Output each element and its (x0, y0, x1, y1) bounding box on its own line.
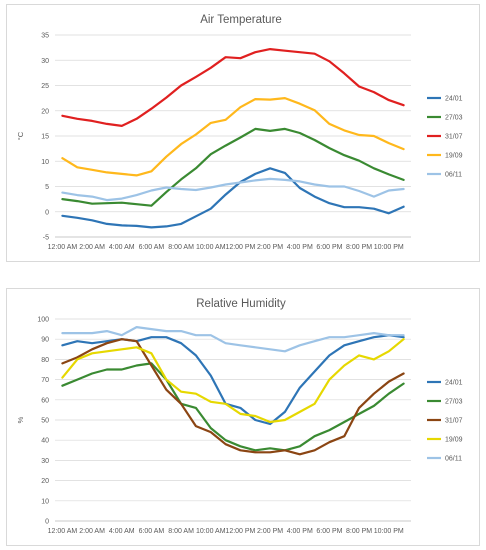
temp-legend-label: 06/11 (445, 172, 462, 179)
air-temperature-chart: Air Temperature -5 0 5 10 15 20 25 30 35 °C 12:00 A… (16, 14, 463, 251)
temp-x-tick-label: 6:00 AM (139, 244, 165, 251)
temp-x-tick-label: 10:00 AM (196, 244, 226, 251)
temp-y-tick-label: 20 (41, 108, 49, 115)
temp-series-line-31-07 (61, 47, 405, 128)
hum-y-tick-label: 50 (41, 418, 49, 425)
hum-y-axis-label: % (16, 416, 25, 423)
hum-legend-label: 31/07 (445, 418, 463, 425)
temp-y-tick-label: -5 (43, 235, 49, 242)
temp-x-tick-label: 2:00 PM (257, 244, 283, 251)
temp-x-tick-label: 10:00 PM (374, 244, 404, 251)
hum-x-tick-label: 2:00 PM (257, 528, 283, 535)
hum-legend-label: 24/01 (445, 380, 463, 387)
hum-y-tick-label: 30 (41, 458, 49, 465)
hum-series-line-06-11 (61, 325, 405, 353)
hum-y-tick-label: 80 (41, 357, 49, 364)
hum-chart-title: Relative Humidity (196, 298, 286, 310)
hum-x-tick-label: 6:00 PM (316, 528, 342, 535)
temp-y-tick-label: 15 (41, 134, 49, 141)
temp-x-tick-label: 8:00 PM (346, 244, 372, 251)
temp-series-line-27-03 (61, 127, 405, 207)
temp-x-tick-label: 4:00 AM (109, 244, 135, 251)
hum-x-tick-label: 12:00 AM (48, 528, 78, 535)
hum-y-tick-label: 0 (45, 519, 49, 526)
temp-y-tick-label: 5 (45, 184, 49, 191)
relative-humidity-chart-panel: Relative Humidity 0 10 20 30 40 50 60 70 80 90 100%… (6, 288, 480, 546)
hum-series-line-27-03 (61, 362, 405, 452)
temp-legend-label: 31/07 (445, 134, 463, 141)
temp-series-line-19-09 (61, 96, 405, 177)
temp-x-tick-label: 12:00 PM (225, 244, 255, 251)
temp-y-tick-label: 0 (45, 209, 49, 216)
hum-y-tick-label: 40 (41, 438, 49, 445)
hum-x-tick-label: 6:00 AM (139, 528, 165, 535)
relative-humidity-chart: Relative Humidity 0 10 20 30 40 50 60 70 80 90 100%… (16, 298, 463, 535)
temp-series-line-06-11 (61, 177, 405, 202)
hum-x-tick-label: 4:00 PM (287, 528, 313, 535)
temp-x-tick-label: 2:00 AM (79, 244, 105, 251)
hum-y-tick-label: 20 (41, 478, 49, 485)
hum-y-tick-label: 90 (41, 337, 49, 344)
temp-y-tick-label: 10 (41, 159, 49, 166)
hum-y-tick-label: 100 (37, 317, 49, 324)
hum-series-line-31-07 (61, 338, 405, 456)
temp-chart-title: Air Temperature (200, 14, 282, 26)
temp-y-tick-label: 35 (41, 33, 49, 40)
temp-y-tick-label: 25 (41, 83, 49, 90)
hum-y-tick-label: 60 (41, 397, 49, 404)
hum-y-tick-label: 70 (41, 377, 49, 384)
air-temperature-chart-panel: Air Temperature -5 0 5 10 15 20 25 30 35 °C 12:00 A… (6, 4, 480, 262)
hum-x-tick-label: 10:00 AM (196, 528, 226, 535)
temp-series-line-24-01 (61, 167, 405, 229)
hum-x-tick-label: 12:00 PM (225, 528, 255, 535)
temp-y-tick-label: 30 (41, 58, 49, 65)
temp-x-tick-label: 6:00 PM (316, 244, 342, 251)
hum-x-tick-label: 4:00 AM (109, 528, 135, 535)
hum-x-tick-label: 2:00 AM (79, 528, 105, 535)
hum-legend-label: 27/03 (445, 399, 463, 406)
temp-legend-label: 24/01 (445, 96, 463, 103)
temp-legend-label: 27/03 (445, 115, 463, 122)
temp-x-tick-label: 8:00 AM (168, 244, 194, 251)
temp-x-tick-label: 4:00 PM (287, 244, 313, 251)
hum-x-tick-label: 10:00 PM (374, 528, 404, 535)
hum-legend-label: 19/09 (445, 437, 463, 444)
hum-series-line-19-09 (61, 338, 405, 424)
hum-legend-label: 06/11 (445, 456, 462, 463)
hum-x-tick-label: 8:00 PM (346, 528, 372, 535)
hum-x-tick-label: 8:00 AM (168, 528, 194, 535)
hum-y-tick-label: 10 (41, 498, 49, 505)
temp-legend-label: 19/09 (445, 153, 463, 160)
temp-y-axis-label: °C (16, 131, 25, 140)
temp-x-tick-label: 12:00 AM (48, 244, 78, 251)
